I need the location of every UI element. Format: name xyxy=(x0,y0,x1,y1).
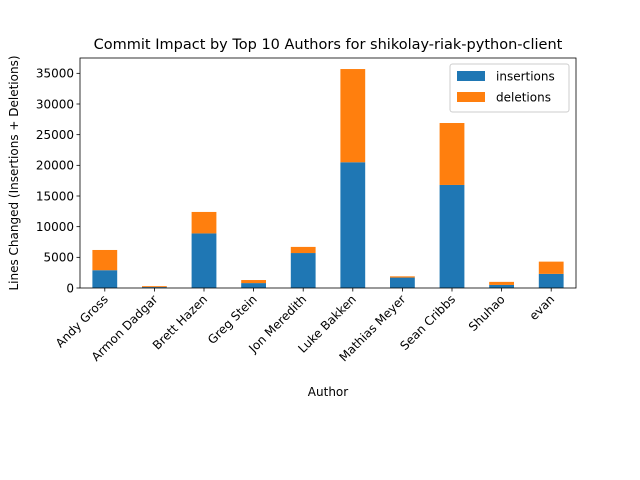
bar-insertions xyxy=(290,253,316,288)
bar-insertions xyxy=(191,233,217,288)
legend-label-insertions: insertions xyxy=(496,70,555,84)
bar-insertions xyxy=(340,162,366,288)
bar-insertions xyxy=(92,270,118,288)
y-tick-label: 10000 xyxy=(36,220,74,234)
bar-deletions xyxy=(390,276,415,278)
bar-insertions xyxy=(439,184,465,288)
y-tick-label: 0 xyxy=(66,281,74,295)
bar-insertions xyxy=(538,273,564,288)
bars-layer xyxy=(92,69,564,288)
bar-deletions xyxy=(439,123,465,185)
bar-deletions xyxy=(241,280,266,284)
y-tick-label: 30000 xyxy=(36,97,74,111)
bar-deletions xyxy=(489,281,514,285)
bar-deletions xyxy=(340,69,366,163)
legend-swatch-insertions xyxy=(457,71,485,81)
legend-swatch-deletions xyxy=(457,92,485,102)
bar-deletions xyxy=(142,286,167,288)
bar-deletions xyxy=(191,211,217,234)
bar-deletions xyxy=(92,249,118,271)
legend-label-deletions: deletions xyxy=(496,91,551,105)
bar-insertions xyxy=(390,277,415,288)
plot-frame xyxy=(79,57,577,289)
x-axis-title: Author xyxy=(308,385,348,399)
chart-title: Commit Impact by Top 10 Authors for shik… xyxy=(94,37,563,53)
y-tick-label: 35000 xyxy=(36,67,74,81)
y-tick-label: 15000 xyxy=(36,189,74,203)
y-axis-title: Lines Changed (Insertions + Deletions) xyxy=(7,55,21,290)
bar-deletions xyxy=(538,261,564,274)
bar-insertions xyxy=(489,284,514,288)
bar-deletions xyxy=(290,246,316,254)
y-tick-label: 5000 xyxy=(43,251,74,265)
y-tick-label: 20000 xyxy=(36,159,74,173)
bar-insertions xyxy=(241,283,266,288)
legend: insertions deletions xyxy=(449,63,570,113)
bar-insertions xyxy=(142,287,167,288)
y-tick-label: 25000 xyxy=(36,128,74,142)
